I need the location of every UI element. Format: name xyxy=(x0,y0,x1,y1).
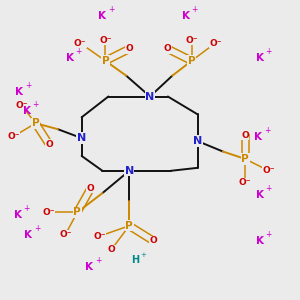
Text: O: O xyxy=(45,140,53,148)
Text: K: K xyxy=(256,190,264,200)
Text: O: O xyxy=(164,44,172,53)
Text: P: P xyxy=(74,207,81,218)
Text: K: K xyxy=(256,236,264,246)
Text: O: O xyxy=(107,245,115,254)
Text: K: K xyxy=(182,11,190,21)
Text: O⁻: O⁻ xyxy=(262,166,275,175)
Text: +: + xyxy=(95,256,101,266)
Text: O: O xyxy=(241,130,249,140)
Text: +: + xyxy=(266,47,272,56)
Text: P: P xyxy=(241,154,249,164)
Text: N: N xyxy=(146,92,154,101)
Text: P: P xyxy=(125,221,133,231)
Text: K: K xyxy=(24,230,32,240)
Text: N: N xyxy=(124,166,134,176)
Text: +: + xyxy=(23,204,30,213)
Text: K: K xyxy=(23,106,31,116)
Text: O⁻: O⁻ xyxy=(15,101,28,110)
Text: +: + xyxy=(266,184,272,193)
Text: +: + xyxy=(76,47,82,56)
Text: P: P xyxy=(102,56,109,66)
Text: +: + xyxy=(108,5,115,14)
Text: +: + xyxy=(191,5,198,14)
Text: O⁻: O⁻ xyxy=(239,178,251,187)
Text: O⁻: O⁻ xyxy=(7,132,20,141)
Text: N: N xyxy=(193,136,202,146)
Text: O⁻: O⁻ xyxy=(93,232,106,241)
Text: O: O xyxy=(87,184,94,193)
Text: +: + xyxy=(25,81,31,90)
Text: O⁻: O⁻ xyxy=(74,38,86,47)
Text: K: K xyxy=(15,87,23,97)
Text: K: K xyxy=(85,262,93,272)
Text: K: K xyxy=(66,53,74,63)
Text: +: + xyxy=(34,224,40,233)
Text: O⁻: O⁻ xyxy=(43,208,55,217)
Text: P: P xyxy=(188,56,195,66)
Text: K: K xyxy=(254,132,262,142)
Text: +: + xyxy=(266,230,272,238)
Text: +: + xyxy=(32,100,39,109)
Text: O: O xyxy=(149,236,157,245)
Text: O⁻: O⁻ xyxy=(99,35,112,44)
Text: K: K xyxy=(98,11,106,21)
Text: +: + xyxy=(140,252,146,258)
Text: O⁻: O⁻ xyxy=(185,35,198,44)
Text: +: + xyxy=(264,126,271,135)
Text: O: O xyxy=(125,44,133,53)
Text: K: K xyxy=(256,53,264,63)
Text: K: K xyxy=(14,210,22,220)
Text: O⁻: O⁻ xyxy=(59,230,71,239)
Text: H: H xyxy=(131,255,139,265)
Text: O⁻: O⁻ xyxy=(209,38,222,47)
Text: N: N xyxy=(77,133,86,143)
Text: P: P xyxy=(32,118,39,128)
